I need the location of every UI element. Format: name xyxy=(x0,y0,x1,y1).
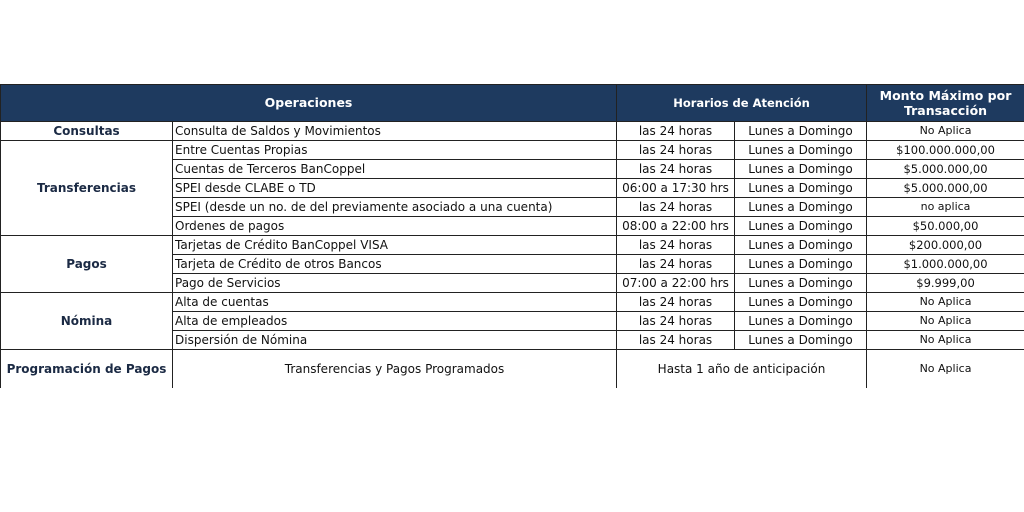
max-amount-cell: No Aplica xyxy=(866,292,1024,312)
operation-cell: Alta de cuentas xyxy=(171,292,618,312)
table-row: Nómina Alta de cuentas las 24 horas Lunes a… xyxy=(0,292,1024,350)
operation-cell: Dispersión de Nómina xyxy=(171,330,618,350)
hours-cell: 08:00 a 22:00 hrs xyxy=(616,216,736,236)
max-amount-cell: No Aplica xyxy=(866,121,1024,141)
max-amount-cell: $100.000.000,00 xyxy=(866,140,1024,160)
operation-cell: Ordenes de pagos xyxy=(171,216,618,236)
table-row: Cuentas de Terceros BanCoppel las 24 hora… xyxy=(1,159,1024,179)
hours-cell: las 24 horas xyxy=(616,197,736,217)
max-amount-cell: no aplica xyxy=(866,197,1024,217)
hours-cell: Hasta 1 año de anticipación xyxy=(616,349,868,388)
operation-cell: Tarjeta de Crédito de otros Bancos xyxy=(171,254,618,274)
hours-cell: las 24 horas xyxy=(616,140,736,160)
max-amount-cell: $1.000.000,00 xyxy=(866,254,1024,274)
max-amount-cell: No Aplica xyxy=(866,349,1024,388)
days-cell: Lunes a Domingo xyxy=(734,292,868,312)
operation-cell: Pago de Servicios xyxy=(171,273,618,293)
table-row: Consultas Consulta de Saldos y Movimiento… xyxy=(0,121,1024,141)
operation-cell: Cuentas de Terceros BanCoppel xyxy=(171,159,618,179)
category-cell: Pagos xyxy=(0,235,173,293)
days-cell: Lunes a Domingo xyxy=(734,197,868,217)
hours-cell: 07:00 a 22:00 hrs xyxy=(616,273,736,293)
hours-cell: las 24 horas xyxy=(616,330,736,350)
days-cell: Lunes a Domingo xyxy=(734,330,868,350)
hours-cell: las 24 horas xyxy=(616,292,736,312)
operations-table: Operaciones Horarios de Atención Monto M… xyxy=(0,84,1024,388)
hours-cell: las 24 horas xyxy=(616,121,736,141)
max-amount-cell: $9.999,00 xyxy=(866,273,1024,293)
table-row: Tarjeta de Crédito de otros Bancos las 24… xyxy=(1,254,1024,274)
category-cell: Consultas xyxy=(0,121,173,141)
days-cell: Lunes a Domingo xyxy=(734,235,868,255)
operation-cell: Transferencias y Pagos Programados xyxy=(171,349,618,388)
header-row: Operaciones Horarios de Atención Monto M… xyxy=(0,84,1024,122)
header-monto: Monto Máximo por Transacción xyxy=(866,84,1024,122)
days-cell: Lunes a Domingo xyxy=(734,121,868,141)
max-amount-cell: No Aplica xyxy=(866,311,1024,331)
operation-cell: Tarjetas de Crédito BanCoppel VISA xyxy=(171,235,618,255)
max-amount-cell: $5.000.000,00 xyxy=(866,178,1024,198)
category-cell: Programación de Pagos xyxy=(0,349,173,388)
header-operaciones: Operaciones xyxy=(0,84,618,122)
hours-cell: las 24 horas xyxy=(616,235,736,255)
table-row: Alta de empleados las 24 horas Lunes a Dom… xyxy=(1,311,1024,331)
table-row: Programación de Pagos Transferencias y Pa… xyxy=(0,349,1024,388)
days-cell: Lunes a Domingo xyxy=(734,254,868,274)
days-cell: Lunes a Domingo xyxy=(734,159,868,179)
header-horarios: Horarios de Atención xyxy=(616,84,868,122)
hours-cell: las 24 horas xyxy=(616,159,736,179)
table-row: Pagos Tarjetas de Crédito BanCoppel VISA l… xyxy=(0,235,1024,293)
operation-cell: Alta de empleados xyxy=(171,311,618,331)
max-amount-cell: $200.000,00 xyxy=(866,235,1024,255)
max-amount-cell: $5.000.000,00 xyxy=(866,159,1024,179)
operation-cell: SPEI desde CLABE o TD xyxy=(171,178,618,198)
operation-cell: Consulta de Saldos y Movimientos xyxy=(171,121,618,141)
table-row: Pago de Servicios 07:00 a 22:00 hrs Lunes … xyxy=(1,273,1024,293)
table-row: Dispersión de Nómina las 24 horas Lunes a … xyxy=(1,330,1024,350)
hours-cell: las 24 horas xyxy=(616,254,736,274)
days-cell: Lunes a Domingo xyxy=(734,140,868,160)
hours-cell: 06:00 a 17:30 hrs xyxy=(616,178,736,198)
max-amount-cell: $50.000,00 xyxy=(866,216,1024,236)
category-cell: Transferencias xyxy=(0,140,173,236)
days-cell: Lunes a Domingo xyxy=(734,311,868,331)
operation-cell: Entre Cuentas Propias xyxy=(171,140,618,160)
hours-cell: las 24 horas xyxy=(616,311,736,331)
table-row: Ordenes de pagos 08:00 a 22:00 hrs Lunes a… xyxy=(1,216,1024,236)
max-amount-cell: No Aplica xyxy=(866,330,1024,350)
category-cell: Nómina xyxy=(0,292,173,350)
days-cell: Lunes a Domingo xyxy=(734,216,868,236)
days-cell: Lunes a Domingo xyxy=(734,273,868,293)
table-row: SPEI (desde un no. de del previamente as… xyxy=(1,197,1024,217)
days-cell: Lunes a Domingo xyxy=(734,178,868,198)
table-row: Transferencias Entre Cuentas Propias las 2… xyxy=(0,140,1024,236)
operation-cell: SPEI (desde un no. de del previamente as… xyxy=(171,197,618,217)
